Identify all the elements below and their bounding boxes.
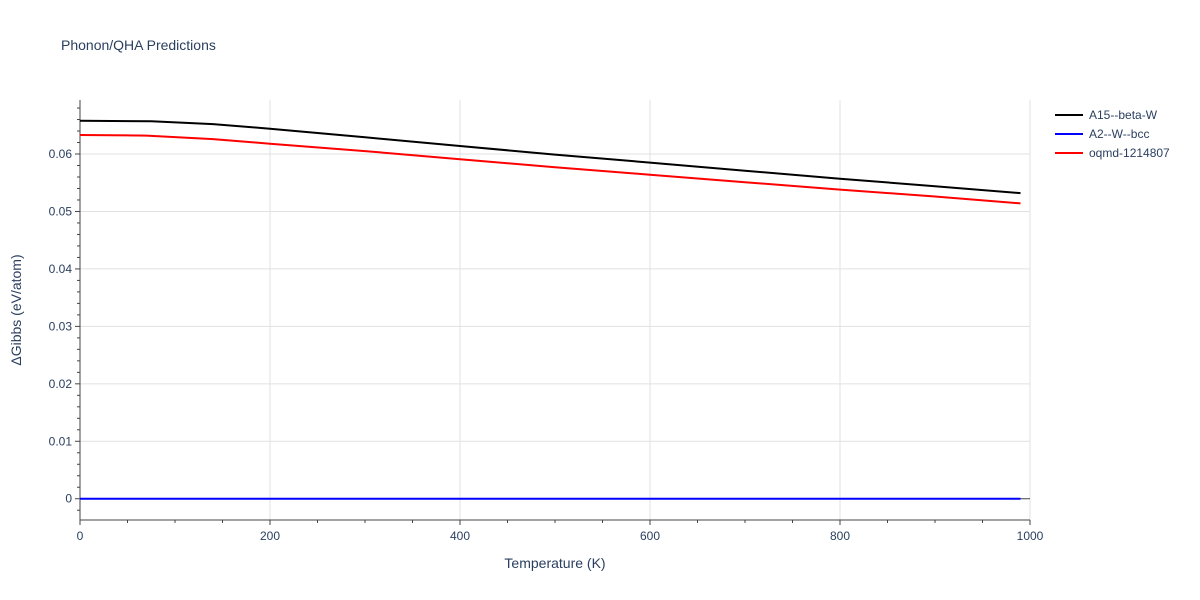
grid	[80, 100, 1031, 520]
y-tick-label: 0	[65, 492, 72, 506]
y-tick-label: 0.05	[49, 204, 73, 218]
legend-item-2[interactable]: oqmd-1214807	[1055, 146, 1170, 160]
x-tick-label: 1000	[1017, 529, 1044, 543]
series-line-2	[79, 134, 1021, 205]
legend-label: oqmd-1214807	[1089, 146, 1170, 160]
legend[interactable]: A15--beta-W A2--W--bcc oqmd-1214807	[1055, 108, 1170, 160]
legend-item-0[interactable]: A15--beta-W	[1055, 108, 1158, 122]
y-tick-label: 0.04	[49, 262, 73, 276]
legend-label: A15--beta-W	[1089, 108, 1158, 122]
x-tick-label: 200	[260, 529, 280, 543]
y-tick-label: 0.01	[49, 434, 73, 448]
x-axis-title: Temperature (K)	[504, 555, 605, 571]
legend-item-1[interactable]: A2--W--bcc	[1055, 127, 1149, 141]
x-tick-label: 800	[830, 529, 850, 543]
legend-label: A2--W--bcc	[1089, 127, 1149, 141]
axes: 0 200 400 600 800 1000 0 0.01 0.02 0.03 0.04 0.05 0.…	[49, 100, 1044, 543]
y-tick-label: 0.03	[49, 319, 73, 333]
y-axis-title: ΔGibbs (eV/atom)	[8, 254, 24, 365]
y-tick-label: 0.02	[49, 377, 73, 391]
y-tick-label: 0.06	[49, 147, 73, 161]
chart-title: Phonon/QHA Predictions	[61, 37, 216, 53]
series-lines	[79, 119, 1021, 500]
series-line-0	[79, 119, 1021, 195]
x-tick-label: 400	[450, 529, 470, 543]
x-tick-label: 0	[77, 529, 84, 543]
x-tick-label: 600	[640, 529, 660, 543]
